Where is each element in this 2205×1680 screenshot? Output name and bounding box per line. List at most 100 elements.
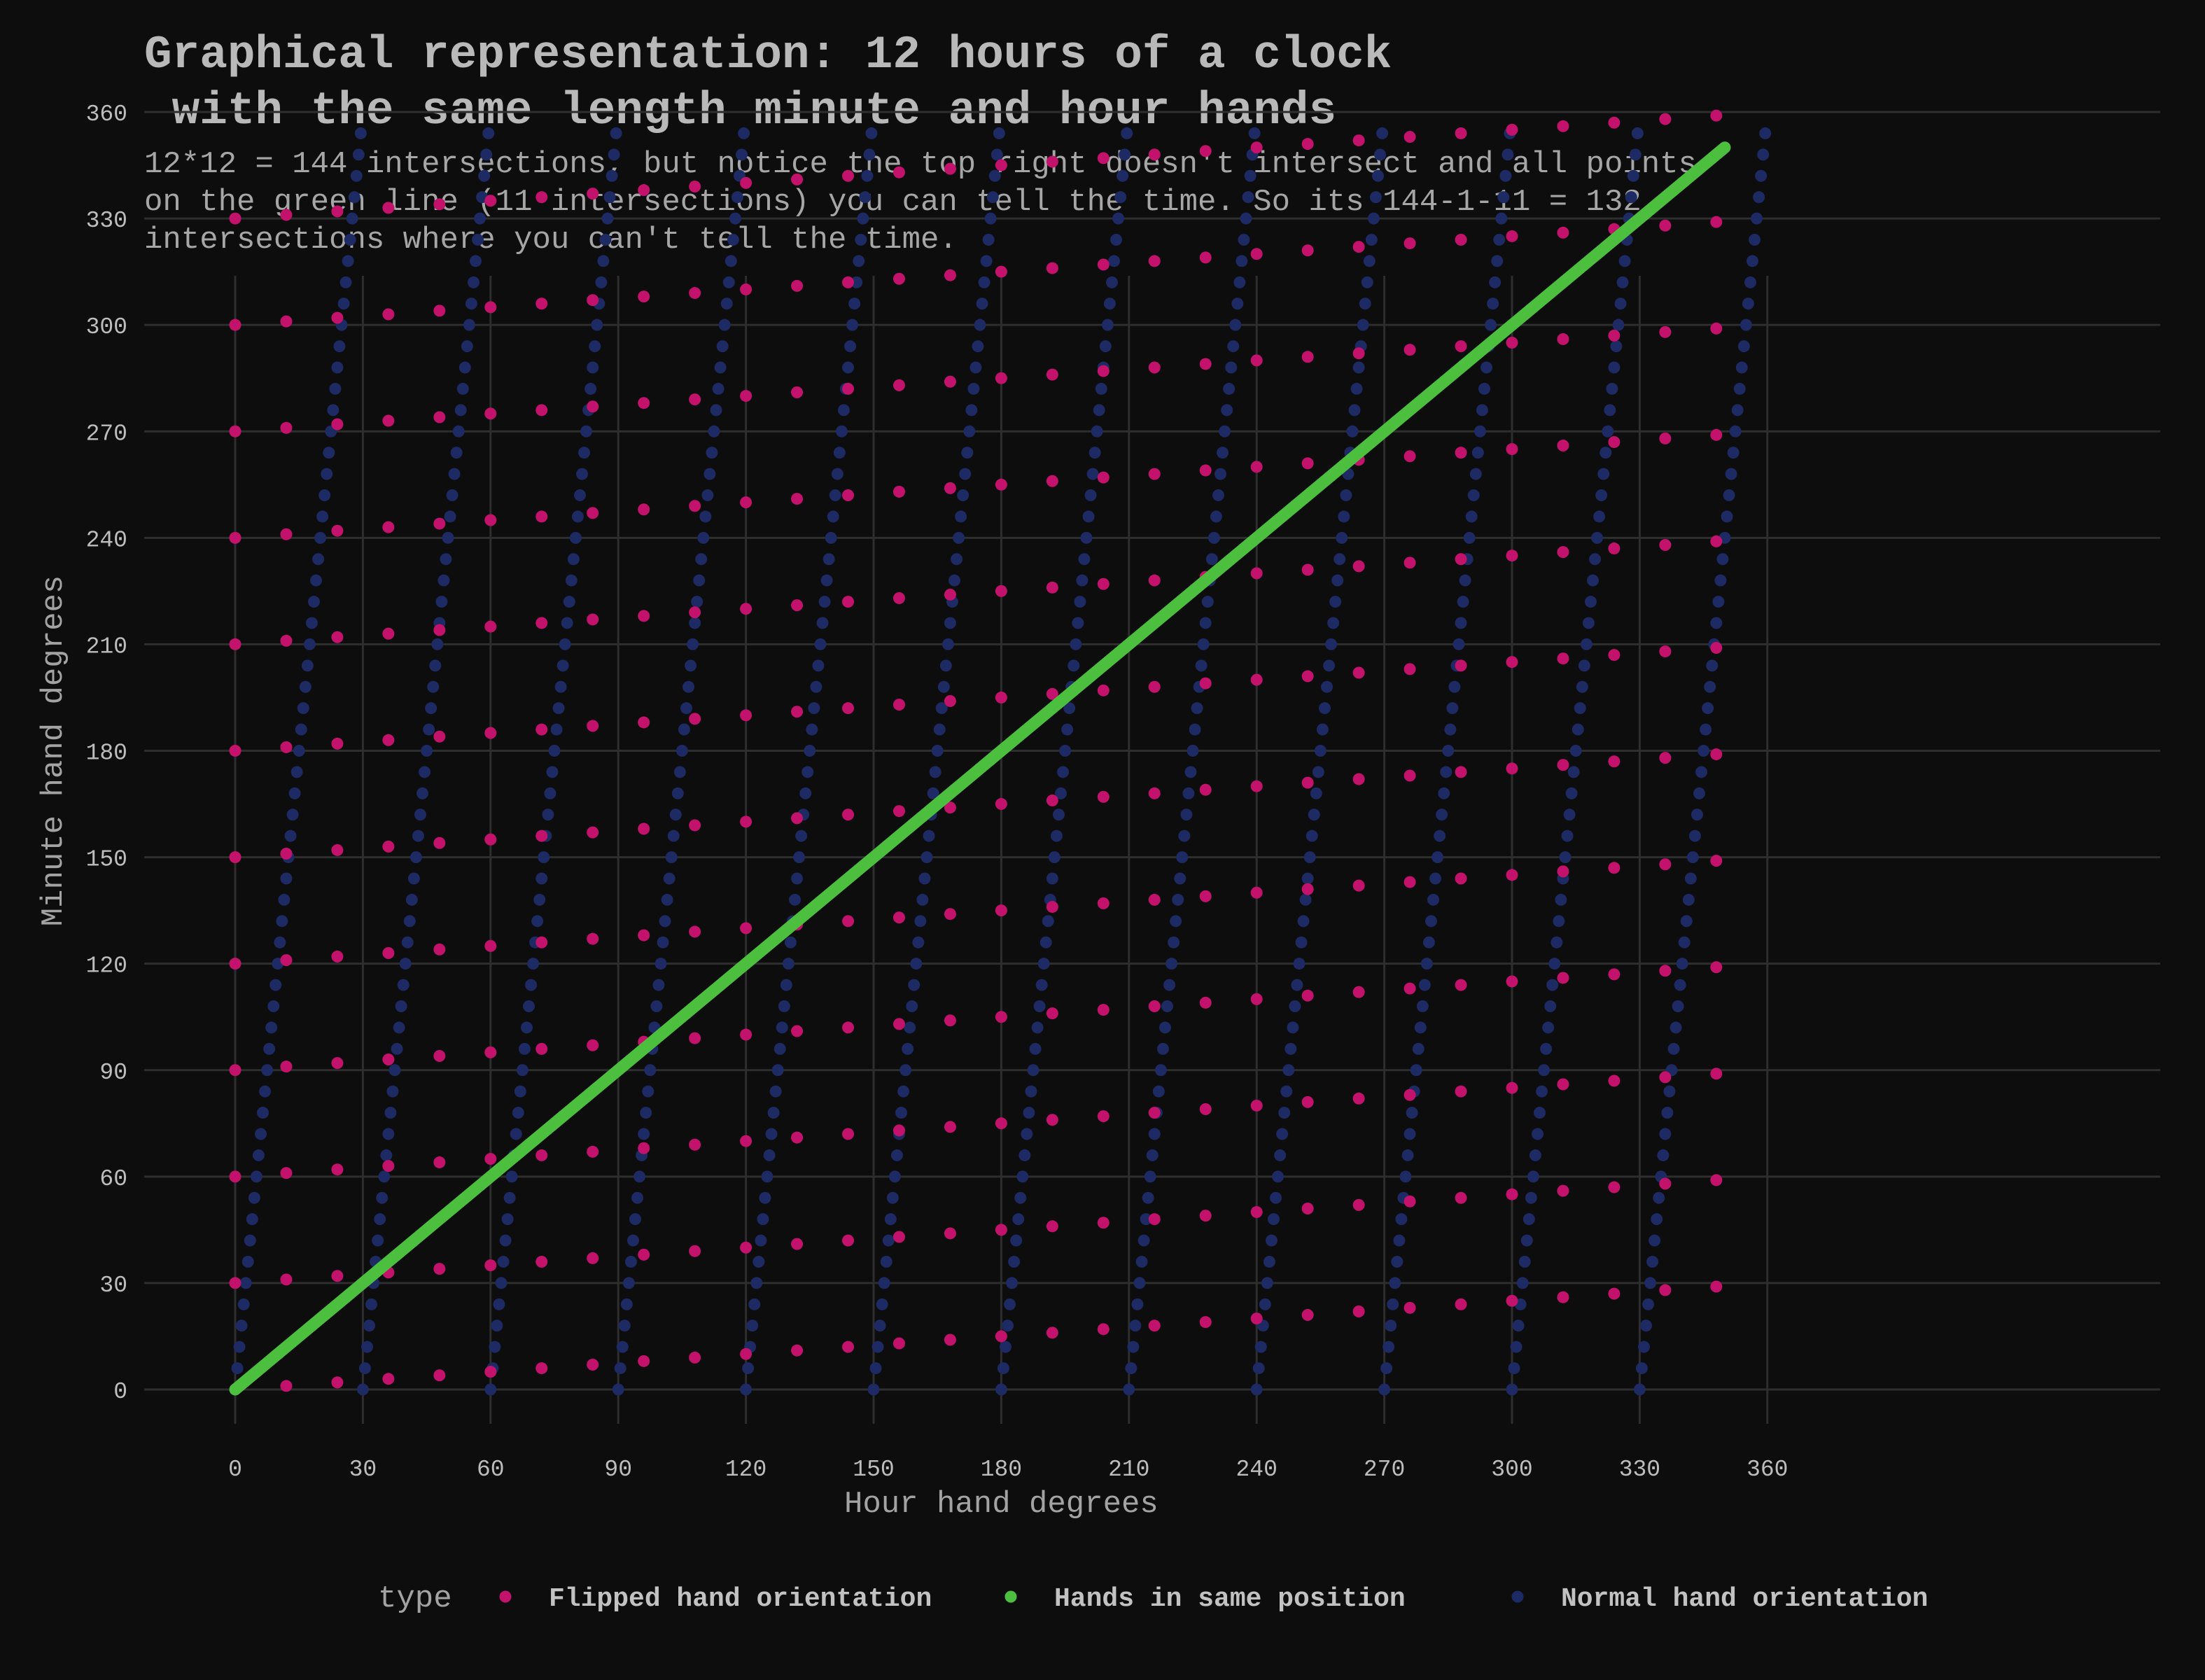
normal-orientation-point: [918, 872, 931, 885]
normal-orientation-point: [1180, 808, 1193, 821]
normal-orientation-point: [912, 936, 925, 948]
normal-orientation-point: [440, 553, 452, 566]
flipped-orientation-point: [689, 1138, 701, 1151]
flipped-orientation-point: [1506, 656, 1518, 668]
normal-orientation-point: [855, 234, 867, 246]
normal-orientation-point: [976, 298, 988, 310]
normal-orientation-point: [784, 936, 797, 948]
flipped-orientation-point: [536, 510, 548, 523]
normal-orientation-point: [1520, 1234, 1533, 1247]
flipped-orientation-point: [1352, 986, 1365, 998]
normal-orientation-point: [1348, 404, 1361, 416]
flipped-orientation-point: [1097, 258, 1110, 271]
flipped-orientation-point: [638, 184, 650, 197]
normal-orientation-point: [423, 723, 435, 736]
normal-orientation-point: [1055, 787, 1068, 799]
flipped-orientation-point: [740, 816, 752, 828]
flipped-orientation-point: [995, 1011, 1007, 1023]
normal-orientation-point: [478, 169, 491, 182]
flipped-orientation-point: [433, 1156, 446, 1169]
normal-orientation-point: [888, 1170, 901, 1183]
normal-orientation-point: [1250, 1383, 1263, 1396]
flipped-orientation-point: [1506, 1082, 1518, 1094]
normal-orientation-point: [412, 830, 424, 842]
flipped-orientation-point: [536, 617, 548, 629]
flipped-orientation-point: [689, 819, 701, 832]
normal-orientation-point: [1121, 127, 1133, 139]
normal-orientation-point: [435, 596, 448, 608]
normal-orientation-point: [1757, 148, 1770, 161]
normal-orientation-point: [1233, 276, 1246, 288]
normal-orientation-point: [1418, 979, 1431, 991]
normal-orientation-point: [1078, 553, 1091, 566]
normal-orientation-point: [941, 638, 954, 650]
flipped-orientation-point: [1557, 546, 1569, 559]
normal-orientation-point: [1063, 702, 1076, 715]
flipped-orientation-point: [1404, 769, 1416, 782]
normal-orientation-point: [622, 1277, 635, 1289]
normal-orientation-point: [571, 510, 584, 523]
flipped-orientation-point: [1557, 865, 1569, 878]
flipped-orientation-point: [1608, 435, 1620, 448]
y-tick-label: 30: [99, 1273, 127, 1298]
normal-orientation-point: [931, 745, 944, 757]
normal-orientation-point: [1263, 1256, 1275, 1268]
flipped-orientation-point: [740, 1241, 752, 1254]
normal-orientation-point: [769, 1085, 782, 1098]
same-position-line-layer: [229, 141, 1731, 1396]
normal-orientation-point: [576, 468, 589, 480]
normal-orientation-point: [399, 958, 412, 970]
normal-orientation-point: [314, 531, 327, 544]
normal-orientation-point: [305, 617, 318, 629]
normal-orientation-point: [1644, 1277, 1657, 1289]
flipped-orientation-point: [1250, 567, 1263, 580]
flipped-orientation-point: [1301, 1309, 1314, 1322]
normal-orientation-point: [610, 127, 622, 139]
flipped-orientation-point: [1455, 1191, 1467, 1204]
normal-orientation-point: [1597, 468, 1610, 480]
normal-orientation-point: [1714, 574, 1727, 587]
normal-orientation-point: [1542, 1021, 1555, 1034]
normal-orientation-point: [340, 276, 352, 288]
normal-orientation-point: [999, 1340, 1011, 1353]
normal-orientation-point: [1432, 851, 1444, 864]
flipped-orientation-point: [689, 287, 701, 300]
normal-orientation-point: [425, 702, 438, 715]
normal-orientation-point: [1012, 1213, 1025, 1226]
normal-orientation-point: [388, 1064, 401, 1077]
flipped-orientation-point: [1455, 766, 1467, 778]
normal-orientation-point: [561, 617, 573, 629]
flipped-orientation-point: [331, 631, 344, 643]
normal-orientation-point: [804, 745, 816, 757]
normal-orientation-point: [312, 553, 325, 566]
flipped-orientation-point: [1608, 1181, 1620, 1194]
normal-orientation-point: [988, 169, 1001, 182]
normal-orientation-point: [669, 808, 682, 821]
normal-orientation-point: [1610, 340, 1623, 353]
normal-orientation-point: [1238, 234, 1250, 246]
normal-orientation-point: [1674, 979, 1686, 991]
normal-orientation-point: [1331, 574, 1344, 587]
flipped-orientation-point: [638, 1354, 650, 1367]
flipped-orientation-point: [229, 1064, 241, 1077]
normal-orientation-point: [1385, 1320, 1397, 1332]
flipped-orientation-point: [892, 1124, 905, 1137]
normal-orientation-point: [1040, 936, 1052, 948]
flipped-orientation-point: [1710, 748, 1723, 761]
normal-orientation-point: [1270, 1191, 1282, 1204]
flipped-orientation-point: [1506, 762, 1518, 775]
x-tick-label: 150: [853, 1457, 894, 1483]
normal-orientation-point: [444, 510, 456, 523]
flipped-orientation-point: [1404, 1088, 1416, 1101]
flipped-orientation-point: [536, 1042, 548, 1055]
normal-orientation-point: [1391, 1256, 1404, 1268]
flipped-orientation-point: [1404, 982, 1416, 995]
normal-orientation-point: [1357, 318, 1369, 331]
normal-orientation-point: [810, 680, 822, 693]
normal-orientation-point: [752, 1256, 765, 1268]
normal-orientation-point: [472, 234, 484, 246]
y-tick-label: 330: [86, 208, 127, 234]
flipped-orientation-point: [995, 478, 1007, 491]
normal-orientation-point: [1091, 425, 1103, 438]
flipped-orientation-point: [587, 400, 599, 413]
